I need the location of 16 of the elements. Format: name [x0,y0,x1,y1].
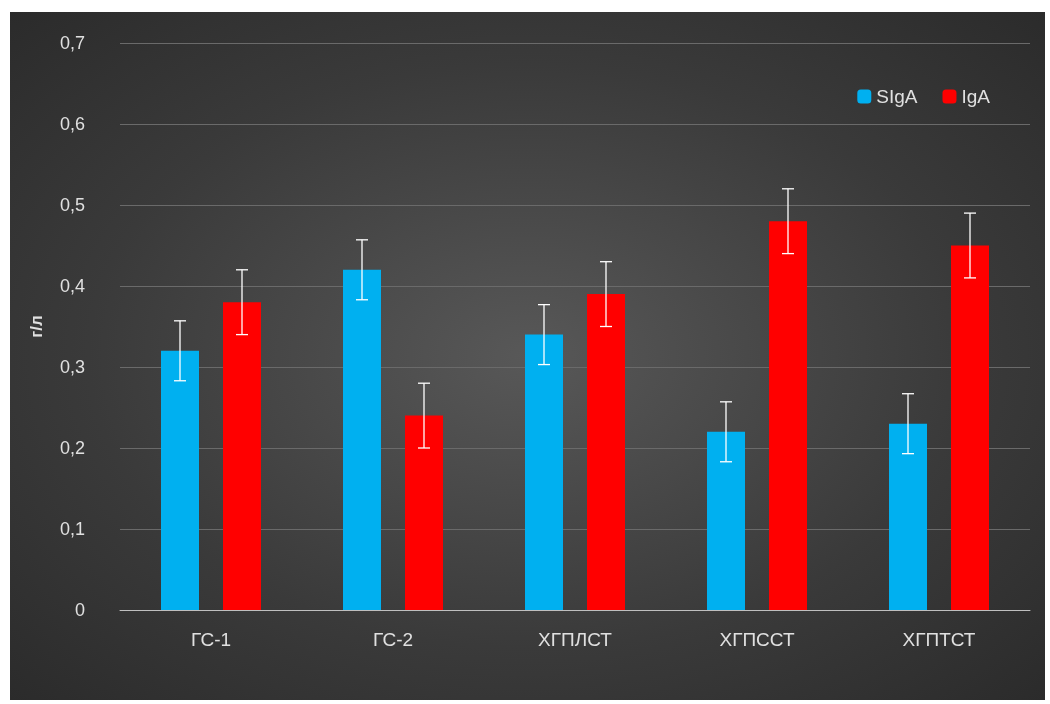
x-tick-label: ГС-1 [190,629,232,650]
y-tick-label: 0,3 [59,357,85,377]
x-tick-label: ХГПЛСТ [538,629,613,650]
y-tick-label: 0,4 [59,276,85,296]
y-tick-label: 0,1 [59,519,85,539]
legend-label: IgA [961,86,991,107]
y-tick-label: 0,2 [59,438,85,458]
y-tick-label: 0,5 [59,195,85,215]
y-axis-title: г/л [27,315,46,338]
y-tick-label: 0,6 [59,114,85,134]
y-tick-label: 0 [74,600,85,620]
x-tick-label: ГС-2 [372,629,414,650]
legend-label: SIgA [876,86,918,107]
x-tick-label: ХГПТСТ [902,629,976,650]
y-tick-label: 0,7 [59,33,85,53]
x-tick-label: ХГПССТ [719,629,795,650]
